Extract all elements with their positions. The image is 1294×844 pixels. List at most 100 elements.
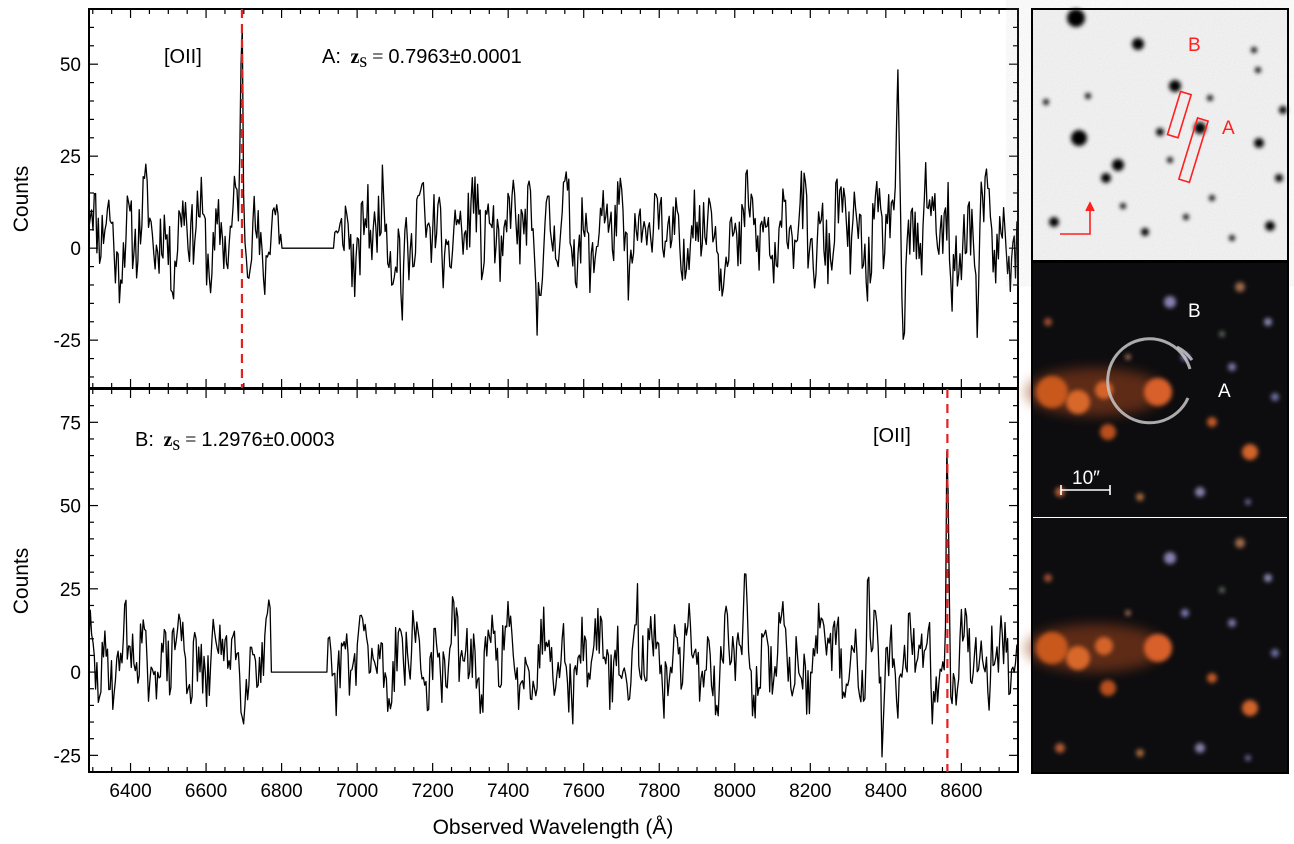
panel-a-y-tick-labels: 50 25 0 -25 (54, 55, 81, 352)
star (1164, 296, 1176, 308)
star (1156, 128, 1164, 136)
star (1036, 632, 1068, 664)
star (1245, 755, 1251, 761)
redshift-label-b: B: zs = 1.2976±0.0003 (135, 429, 335, 455)
oii-label-b: [OII] (873, 425, 911, 447)
star (1055, 743, 1065, 753)
star (1229, 235, 1235, 241)
star (1228, 619, 1236, 627)
star (1251, 47, 1257, 53)
star (1044, 318, 1052, 326)
slit-label-b: B (1188, 35, 1201, 56)
x-tick-label: 8000 (714, 781, 756, 802)
star (1181, 609, 1189, 617)
star (1100, 680, 1116, 696)
star (1207, 417, 1217, 427)
image-stamp-color-annotated: B A 10″ (1025, 262, 1288, 517)
x-tick-label: 7600 (563, 781, 605, 802)
star (1095, 637, 1113, 655)
star (1112, 159, 1124, 171)
y-tick-label: -25 (54, 331, 81, 352)
star (1209, 195, 1215, 201)
oii-label-a: [OII] (164, 46, 202, 68)
star (1235, 282, 1245, 292)
star (1044, 574, 1052, 582)
star (1255, 67, 1261, 73)
y-tick-label: -25 (54, 746, 81, 767)
star (1132, 38, 1144, 50)
star (1245, 499, 1251, 505)
star (1228, 363, 1236, 371)
star (1254, 138, 1264, 148)
x-tick-label: 7000 (336, 781, 378, 802)
panel-a: 50 25 0 -25 [OII] A: zs = 0.7963±0.0001 Cou… (10, 8, 1019, 389)
star (1207, 673, 1217, 683)
image-label-b: B (1188, 301, 1201, 322)
star (1144, 634, 1172, 662)
panel-b-ticks (89, 388, 1018, 773)
star (1195, 487, 1205, 497)
star (1049, 217, 1059, 227)
x-tick-label: 7800 (638, 781, 680, 802)
star (1207, 95, 1213, 101)
y-tick-label: 0 (70, 663, 81, 684)
star (1067, 9, 1085, 27)
spectrum-b-line (89, 450, 1018, 758)
star (1125, 354, 1131, 360)
y-tick-label: 50 (60, 55, 81, 76)
star (1242, 700, 1258, 716)
star (1071, 130, 1087, 146)
compass-arrows (1060, 201, 1095, 235)
star (1066, 390, 1090, 414)
x-tick-label: 7400 (487, 781, 529, 802)
star (1120, 203, 1126, 209)
y-tick-label: 25 (60, 147, 81, 168)
star (1066, 646, 1090, 670)
x-tick-label: 8400 (865, 781, 907, 802)
scale-bar-label: 10″ (1072, 468, 1100, 489)
star (1242, 444, 1258, 460)
star (1169, 80, 1181, 92)
x-tick-label: 6800 (260, 781, 302, 802)
y-axis-title-a: Counts (10, 166, 33, 233)
star (1144, 378, 1172, 406)
x-tick-label: 6600 (185, 781, 227, 802)
panel-b-frame (88, 388, 1019, 773)
y-tick-label: 75 (60, 413, 81, 434)
panel-b: 75 50 25 0 -25 [OII] B: zs = 1.2976±0.0003 C… (10, 388, 1019, 839)
image-label-a: A (1218, 381, 1231, 402)
panel-b-y-tick-labels: 75 50 25 0 -25 (54, 413, 81, 767)
star (1195, 743, 1205, 753)
y-tick-label: 25 (60, 580, 81, 601)
image-stamp-color-plain (1025, 518, 1288, 773)
star (1136, 749, 1144, 757)
star (1235, 538, 1245, 548)
image-stamp-greyscale: B A (1031, 8, 1289, 262)
x-axis-title: Observed Wavelength (Å) (433, 816, 674, 839)
star (1271, 649, 1279, 657)
star (1036, 376, 1068, 408)
slit-b (1166, 90, 1193, 139)
slit-label-a: A (1222, 118, 1235, 139)
star (1265, 221, 1275, 231)
x-tick-label: 7200 (412, 781, 454, 802)
star (1183, 214, 1189, 220)
star (1141, 228, 1149, 236)
star (1271, 393, 1279, 401)
star (1264, 318, 1272, 326)
star (1055, 487, 1065, 497)
panel-a-ticks (89, 8, 1018, 388)
star (1085, 93, 1091, 99)
x-tick-label: 8600 (940, 781, 982, 802)
y-axis-title-b: Counts (10, 548, 33, 615)
star (1219, 331, 1225, 337)
einstein-arc (1106, 337, 1192, 425)
y-tick-label: 50 (60, 497, 81, 518)
x-tick-label: 8200 (789, 781, 831, 802)
y-tick-label: 0 (70, 239, 81, 260)
star (1100, 424, 1116, 440)
star (1219, 587, 1225, 593)
star (1125, 610, 1131, 616)
star (1136, 493, 1144, 501)
